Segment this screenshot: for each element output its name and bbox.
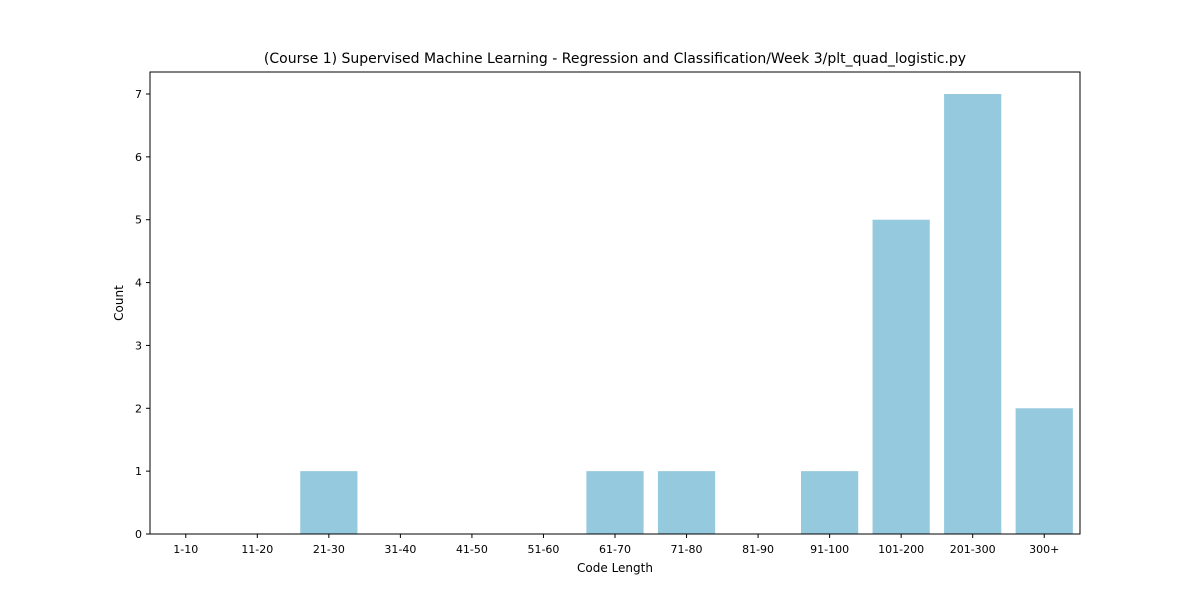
x-tick-label: 1-10	[173, 543, 198, 556]
x-tick-label: 81-90	[742, 543, 774, 556]
x-tick-label: 51-60	[527, 543, 559, 556]
y-axis-label: Count	[112, 285, 126, 321]
x-tick-label: 41-50	[456, 543, 488, 556]
bar-101-200	[872, 219, 930, 534]
x-tick-label: 201-300	[950, 543, 996, 556]
bar-71-80	[657, 471, 716, 534]
x-tick-label: 101-200	[878, 543, 924, 556]
y-tick-label: 7	[135, 88, 142, 101]
x-tick-label: 11-20	[241, 543, 273, 556]
bar-21-30	[300, 471, 358, 534]
y-tick-label: 4	[135, 277, 142, 290]
bar-300+	[1015, 408, 1073, 534]
bar-61-70	[586, 471, 644, 534]
y-axis: 0 1 2 3 4 5 6 7	[135, 88, 150, 541]
x-tick-label: 91-100	[810, 543, 849, 556]
y-tick-label: 5	[135, 214, 142, 227]
x-tick-label: 71-80	[671, 543, 703, 556]
x-tick-label: 300+	[1029, 543, 1059, 556]
x-axis: 1-10 11-20 21-30 31-40 41-50 51-60 61-70 71-80 8…	[173, 534, 1059, 556]
chart-title: (Course 1) Supervised Machine Learning -…	[264, 51, 966, 67]
x-tick-label: 21-30	[313, 543, 345, 556]
x-tick-label: 61-70	[599, 543, 631, 556]
plot-frame	[149, 71, 1081, 535]
x-axis-label: Code Length	[577, 561, 653, 575]
bar-201-300	[944, 94, 1002, 534]
bar-91-100	[801, 471, 859, 534]
y-tick-label: 2	[135, 402, 142, 415]
y-tick-label: 0	[135, 528, 142, 541]
bars-group	[300, 94, 1073, 534]
y-tick-label: 1	[135, 465, 142, 478]
y-tick-label: 6	[135, 151, 142, 164]
x-tick-label: 31-40	[384, 543, 416, 556]
y-tick-label: 3	[135, 339, 142, 352]
